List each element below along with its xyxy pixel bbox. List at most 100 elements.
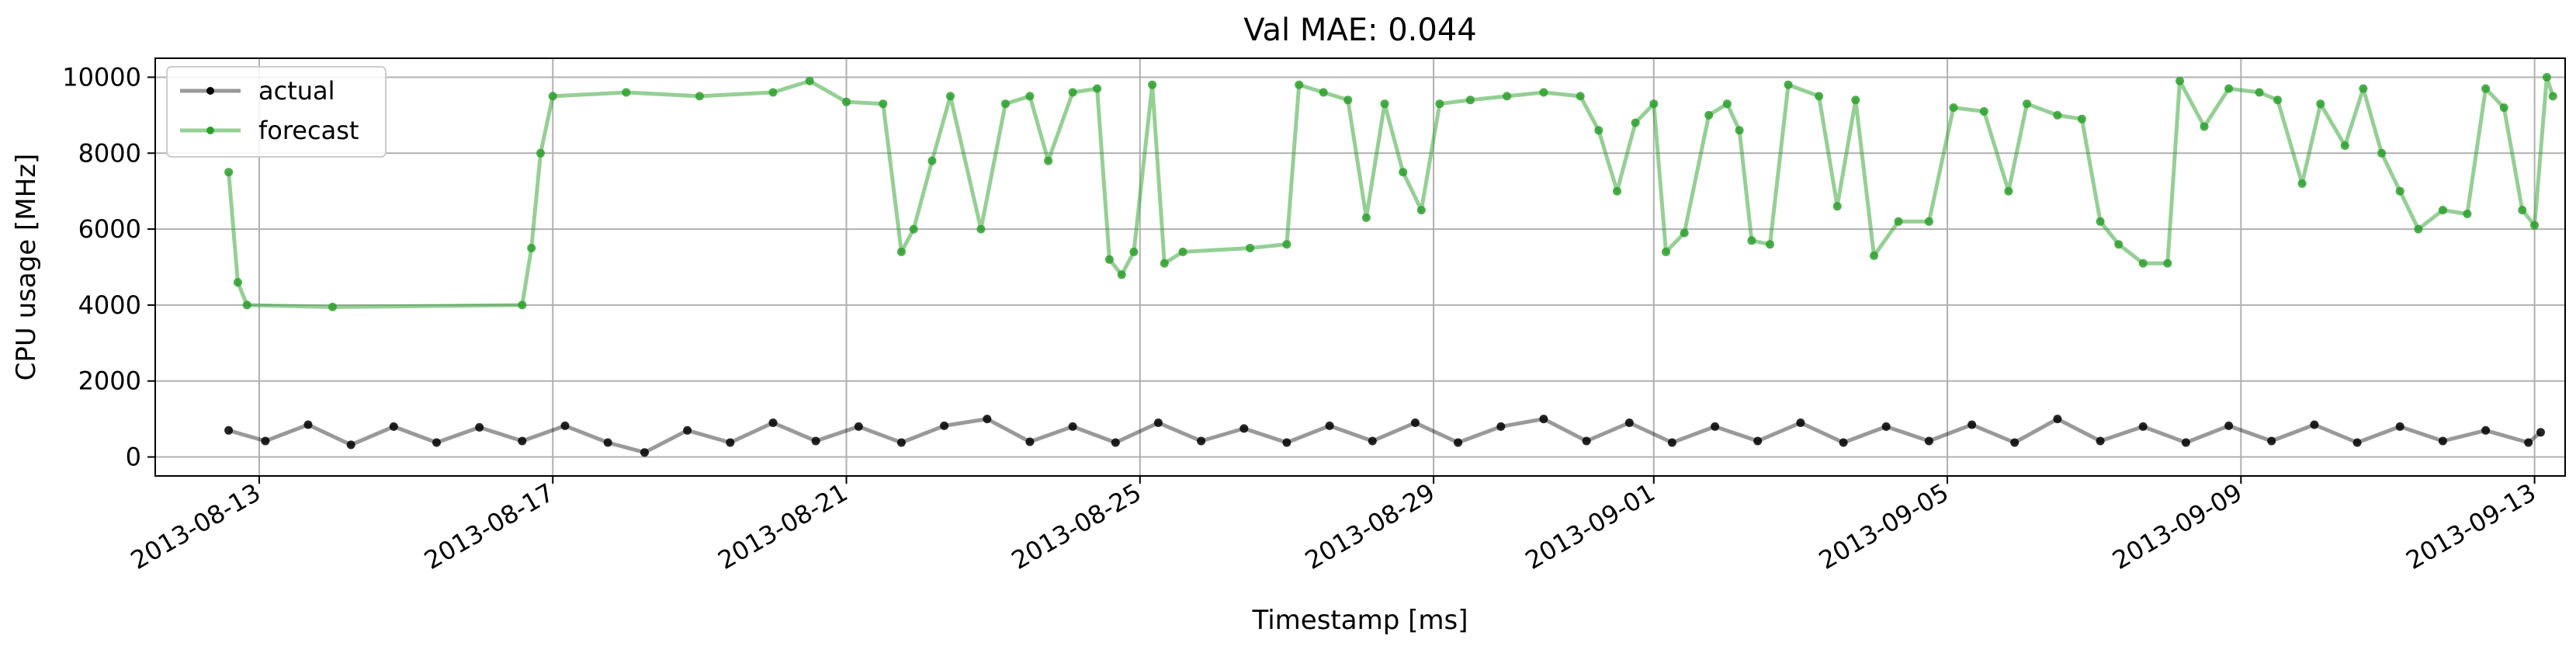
data-point-forecast xyxy=(328,302,337,311)
data-point-forecast xyxy=(976,224,986,234)
data-point-forecast xyxy=(2499,103,2508,113)
data-point-forecast xyxy=(2297,179,2307,188)
data-point-forecast xyxy=(1465,96,1475,105)
data-point-actual xyxy=(1368,436,1377,446)
x-tick-label: 2013-08-25 xyxy=(1007,478,1146,575)
data-point-forecast xyxy=(1870,251,1878,260)
data-point-forecast xyxy=(518,300,527,310)
x-tick-label: 2013-08-29 xyxy=(1300,478,1440,575)
data-point-forecast xyxy=(1613,186,1621,196)
data-point-forecast xyxy=(1000,99,1010,109)
data-point-forecast xyxy=(1246,244,1255,252)
data-point-forecast xyxy=(1815,92,1824,101)
x-tick-label: 2013-08-17 xyxy=(419,478,559,575)
data-point-forecast xyxy=(233,278,242,287)
data-point-forecast xyxy=(2377,148,2387,158)
data-point-forecast xyxy=(527,244,536,252)
data-point-forecast xyxy=(2518,206,2527,215)
legend-label-actual: actual xyxy=(258,76,335,106)
data-point-forecast xyxy=(1117,270,1126,280)
data-point-forecast xyxy=(2340,141,2349,150)
data-point-forecast xyxy=(2176,76,2184,85)
data-point-actual xyxy=(1968,420,1977,429)
data-point-actual xyxy=(303,420,313,429)
data-point-actual xyxy=(1111,438,1120,447)
data-point-forecast xyxy=(1343,96,1353,105)
chart-title: Val MAE: 0.044 xyxy=(1243,12,1476,48)
data-point-actual xyxy=(346,440,355,450)
data-point-actual xyxy=(1239,424,1249,433)
data-point-actual xyxy=(983,415,992,424)
data-point-actual xyxy=(683,425,692,435)
legend-marker-forecast xyxy=(206,127,214,134)
data-point-forecast xyxy=(1735,126,1744,135)
data-point-forecast xyxy=(2077,114,2086,123)
data-point-actual xyxy=(1197,436,1206,446)
data-point-forecast xyxy=(1044,156,1053,165)
data-point-forecast xyxy=(2395,186,2404,196)
data-point-actual xyxy=(1282,438,1291,447)
data-point-forecast xyxy=(1832,202,1842,211)
data-point-actual xyxy=(1025,437,1035,446)
data-point-actual xyxy=(768,419,778,427)
data-point-forecast xyxy=(1503,92,1512,101)
data-point-actual xyxy=(1153,419,1163,427)
data-point-forecast xyxy=(2255,88,2264,97)
y-tick-label: 4000 xyxy=(78,290,141,320)
data-point-actual xyxy=(389,422,398,431)
data-point-forecast xyxy=(879,99,888,109)
data-point-actual xyxy=(896,438,906,447)
data-point-forecast xyxy=(909,224,918,234)
y-tick-label: 6000 xyxy=(78,214,141,244)
data-point-forecast xyxy=(768,88,778,97)
data-point-actual xyxy=(1881,422,1891,431)
data-point-actual xyxy=(2267,436,2276,446)
data-point-forecast xyxy=(2463,210,2472,218)
data-point-forecast xyxy=(2359,84,2368,93)
data-point-actual xyxy=(432,438,441,447)
data-point-forecast xyxy=(1361,213,1371,222)
data-point-forecast xyxy=(1747,236,1756,245)
data-point-forecast xyxy=(896,247,906,256)
x-axis-label: Timestamp [ms] xyxy=(1252,605,1468,636)
data-point-forecast xyxy=(1894,217,1903,226)
data-point-forecast xyxy=(1979,107,1988,116)
data-point-forecast xyxy=(695,92,704,101)
data-point-actual xyxy=(1325,421,1334,430)
data-point-actual xyxy=(2481,425,2491,435)
data-point-forecast xyxy=(1295,80,1304,89)
data-point-actual xyxy=(2395,422,2404,431)
data-point-forecast xyxy=(1594,126,1603,135)
legend-marker-actual xyxy=(206,87,214,95)
data-point-actual xyxy=(1539,415,1548,424)
data-point-forecast xyxy=(1662,247,1670,256)
data-point-actual xyxy=(2310,420,2319,429)
data-point-actual xyxy=(2352,438,2362,447)
x-tick-label: 2013-09-01 xyxy=(1520,478,1660,575)
x-tick-label: 2013-09-13 xyxy=(2401,478,2541,575)
data-point-actual xyxy=(726,438,735,447)
data-point-actual xyxy=(940,421,949,430)
data-point-actual xyxy=(518,436,527,446)
legend-label-forecast: forecast xyxy=(258,116,359,145)
y-axis-label: CPU usage [MHz] xyxy=(11,154,42,381)
data-point-forecast xyxy=(1025,92,1035,101)
data-point-actual xyxy=(1924,436,1933,446)
data-point-forecast xyxy=(2316,99,2325,109)
data-point-forecast xyxy=(2004,186,2013,196)
data-point-forecast xyxy=(2163,259,2172,268)
data-point-actual xyxy=(603,438,612,447)
data-point-actual xyxy=(2524,438,2533,447)
data-point-forecast xyxy=(2023,99,2031,109)
data-point-actual xyxy=(261,436,270,446)
data-point-forecast xyxy=(2548,92,2557,101)
data-point-actual xyxy=(560,421,570,430)
data-point-forecast xyxy=(548,92,557,101)
data-point-forecast xyxy=(1539,88,1548,97)
data-point-actual xyxy=(224,425,234,435)
data-point-forecast xyxy=(1704,110,1714,120)
data-point-actual xyxy=(1796,419,1805,427)
data-point-forecast xyxy=(1435,99,1444,109)
data-point-forecast xyxy=(1093,84,1102,93)
data-point-actual xyxy=(1068,422,1077,431)
